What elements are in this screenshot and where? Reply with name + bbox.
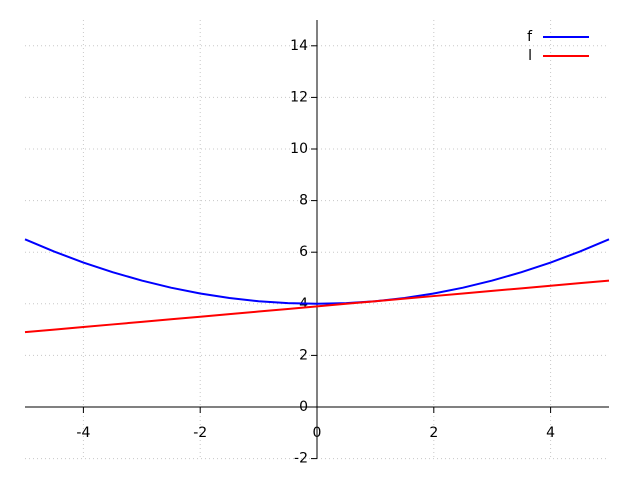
x-tick-label: 4 [546,425,555,441]
legend-label: f [527,29,533,45]
y-tick-label: 8 [299,193,308,209]
x-tick-label: -4 [76,425,90,441]
y-tick-label: 10 [290,141,308,157]
y-tick-label: 12 [290,89,308,105]
y-tick-label: -2 [294,451,308,467]
x-tick-label: 2 [429,425,438,441]
legend-label: l [528,48,532,64]
y-tick-label: 14 [290,38,308,54]
y-tick-label: 6 [299,244,308,260]
line-series [24,279,610,334]
line-series [24,238,610,305]
y-tick-label: 2 [299,347,308,363]
x-tick-label: -2 [193,425,207,441]
